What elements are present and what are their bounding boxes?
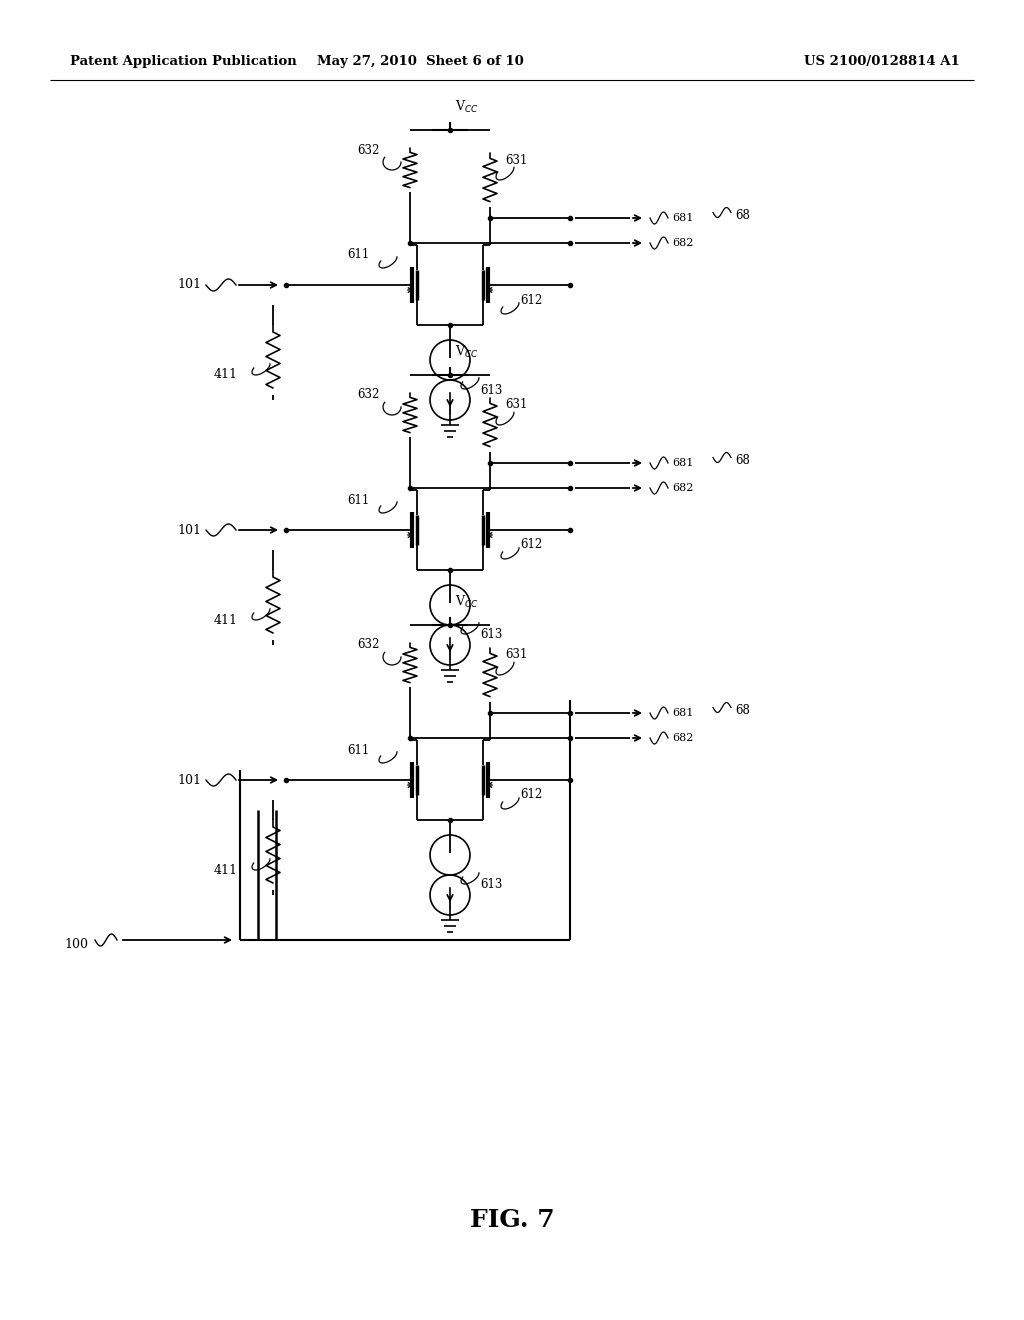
Text: 411: 411 [214,863,238,876]
Text: 632: 632 [357,639,380,652]
Text: 612: 612 [520,539,543,552]
Text: 632: 632 [357,144,380,157]
Text: 411: 411 [214,614,238,627]
Text: 612: 612 [520,293,543,306]
Text: 681: 681 [672,458,693,469]
Text: 411: 411 [214,368,238,381]
Text: US 2100/0128814 A1: US 2100/0128814 A1 [804,55,961,69]
Text: 611: 611 [348,743,370,756]
Text: 68: 68 [735,704,750,717]
Text: 681: 681 [672,708,693,718]
Text: 682: 682 [672,733,693,743]
Text: 101: 101 [177,279,201,292]
Text: 611: 611 [348,494,370,507]
Text: 631: 631 [505,399,527,412]
Text: V$_{CC}$: V$_{CC}$ [455,594,478,610]
Text: 101: 101 [177,774,201,787]
Text: 682: 682 [672,238,693,248]
Text: 101: 101 [177,524,201,536]
Text: 632: 632 [357,388,380,401]
Text: May 27, 2010  Sheet 6 of 10: May 27, 2010 Sheet 6 of 10 [316,55,523,69]
Text: 613: 613 [480,879,503,891]
Text: V$_{CC}$: V$_{CC}$ [455,345,478,360]
Text: 100: 100 [63,939,88,952]
Text: 681: 681 [672,213,693,223]
Text: 612: 612 [520,788,543,801]
Text: 68: 68 [735,454,750,467]
Text: 682: 682 [672,483,693,492]
Text: 68: 68 [735,209,750,222]
Text: 613: 613 [480,628,503,642]
Text: 613: 613 [480,384,503,396]
Text: 631: 631 [505,153,527,166]
Text: 631: 631 [505,648,527,661]
Text: Patent Application Publication: Patent Application Publication [70,55,297,69]
Text: FIG. 7: FIG. 7 [470,1208,554,1232]
Text: V$_{CC}$: V$_{CC}$ [455,99,478,115]
Text: 611: 611 [348,248,370,261]
